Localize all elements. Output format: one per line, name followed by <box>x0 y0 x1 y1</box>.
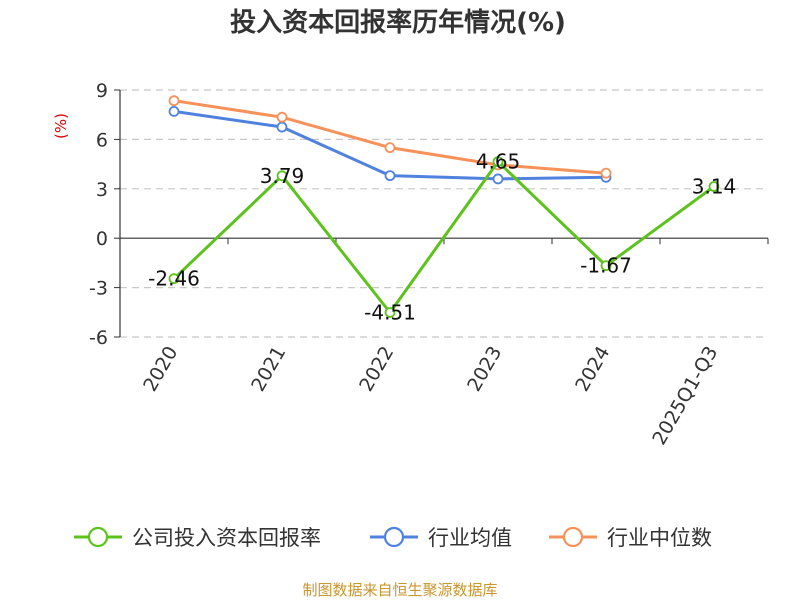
data-label: -4.51 <box>364 300 416 324</box>
grid-lines <box>120 89 768 338</box>
data-point <box>492 156 504 168</box>
series-line <box>173 99 607 175</box>
data-point <box>276 170 288 182</box>
legend: 公司投入资本回报率 行业均值 行业中位数 <box>74 526 712 550</box>
data-label: -1.67 <box>580 254 632 278</box>
y-tick-label: 9 <box>96 80 108 102</box>
data-point <box>168 95 180 107</box>
data-point <box>276 111 288 123</box>
y-tick-label: 6 <box>96 129 108 151</box>
x-tick-label: 2021 <box>247 343 290 396</box>
chart-title: 投入资本回报率历年情况(%) <box>230 7 566 38</box>
legend-label: 公司投入资本回报率 <box>132 526 321 550</box>
data-point <box>384 142 396 154</box>
y-tick-label: -3 <box>89 278 108 300</box>
data-label: 4.65 <box>476 150 521 174</box>
source-note: 制图数据来自恒生聚源数据库 <box>302 581 497 599</box>
x-tick-label: 2022 <box>355 343 398 396</box>
data-point <box>384 307 396 318</box>
data-label: 3.79 <box>260 164 305 188</box>
x-tick-label: 2025Q1-Q3 <box>648 343 722 449</box>
y-tick-labels: -6 -3 0 3 6 9 <box>89 80 108 349</box>
x-tick-label: 2023 <box>463 343 506 396</box>
series-lines <box>168 95 720 318</box>
data-point <box>492 173 504 185</box>
legend-marker <box>383 526 405 548</box>
y-axis-label: (%) <box>52 113 70 139</box>
data-point <box>276 121 288 133</box>
data-point <box>708 181 720 192</box>
legend-label: 行业均值 <box>428 526 512 550</box>
data-point <box>384 170 396 182</box>
y-tick-label: 3 <box>96 179 108 201</box>
data-label: 3.14 <box>692 174 737 198</box>
y-tick-label: -6 <box>89 327 108 349</box>
legend-marker <box>87 526 109 548</box>
y-tick-label: 0 <box>96 228 108 250</box>
data-point <box>168 106 180 117</box>
data-labels: -2.46 3.79 -4.51 4.65 -1.67 3.14 <box>148 150 736 325</box>
data-point <box>600 167 612 179</box>
data-point <box>600 260 612 272</box>
legend-label: 行业中位数 <box>607 526 712 550</box>
x-tick-labels: 2020 2021 2022 2023 2024 2025Q1-Q3 <box>139 343 722 449</box>
legend-marker <box>562 526 584 548</box>
axes <box>114 89 769 338</box>
data-label: -2.46 <box>148 267 200 291</box>
data-point <box>168 273 180 285</box>
x-tick-label: 2020 <box>139 343 182 396</box>
x-tick-label: 2024 <box>571 343 614 396</box>
series-line <box>172 160 715 314</box>
